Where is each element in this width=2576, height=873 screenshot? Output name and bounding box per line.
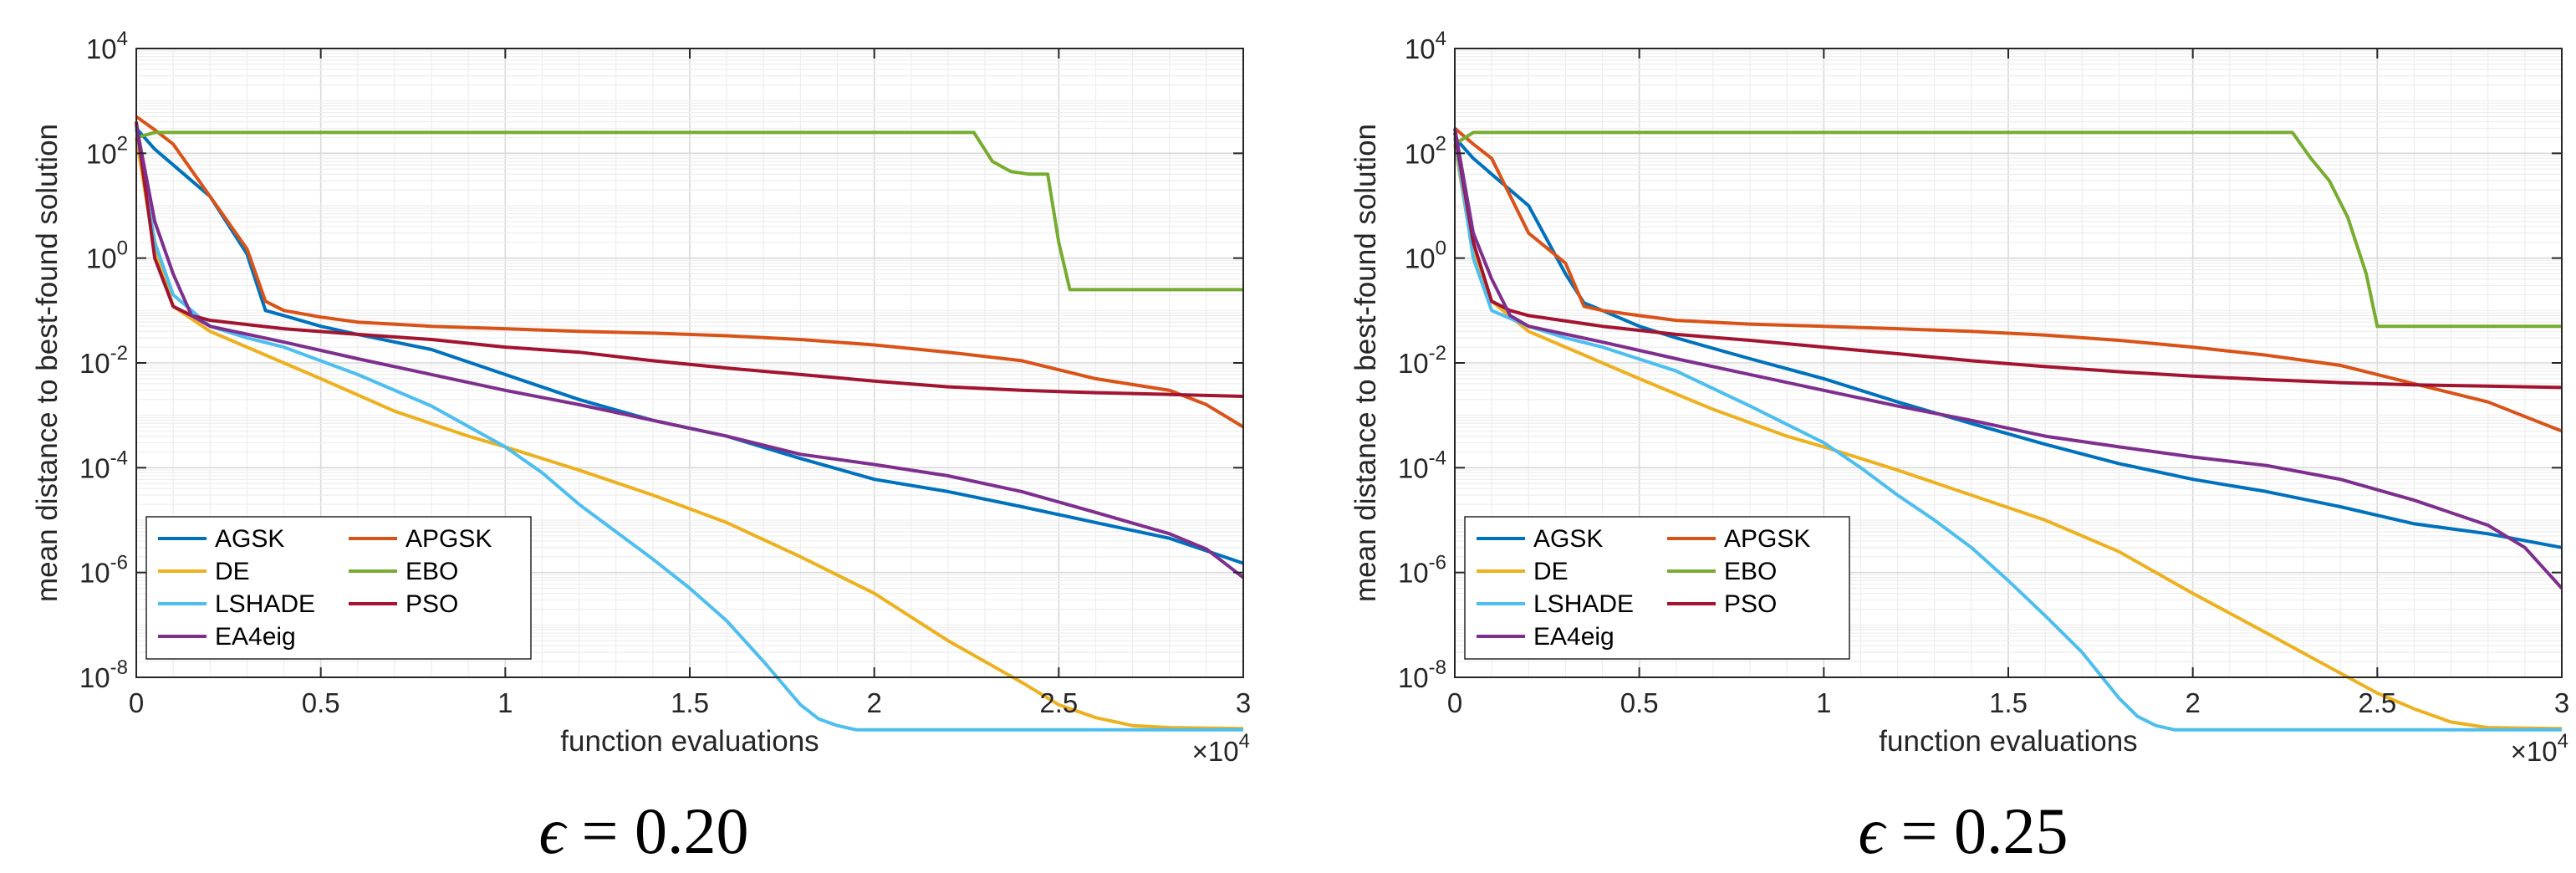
- y-tick-label: 100: [1405, 237, 1446, 274]
- y-tick-label: 10-6: [79, 552, 128, 589]
- series-group: [1453, 126, 2563, 732]
- x-tick-label: 0: [1447, 687, 1462, 718]
- series-line-de: [135, 137, 1244, 731]
- series-line-apgsk: [135, 115, 1245, 429]
- x-multiplier: ×104: [1192, 730, 1250, 767]
- x-tick-label: 1.5: [1989, 687, 2028, 718]
- x-axis-label: function evaluations: [1879, 725, 2137, 758]
- series-line-ebo: [1453, 130, 2562, 329]
- y-tick-label: 10-4: [1398, 447, 1446, 483]
- chart-panel-1: 0 0.5 1 1.5 2 2.5 3 10-8 10-6 10-4 10-2 100 102 104 ×1…: [31, 28, 1251, 867]
- panel-caption: ϵ = 0.25: [1859, 794, 2068, 867]
- legend-label-apgsk: APGSK: [406, 525, 492, 553]
- legend: AGSK APGSK DE EBO LSHADE PSO EA4eig: [1464, 516, 1850, 660]
- panel-caption: ϵ = 0.20: [539, 794, 749, 867]
- y-tick-label: 102: [1405, 132, 1446, 169]
- x-multiplier: ×104: [2511, 730, 2568, 767]
- chart-panel-2: 0 0.5 1 1.5 2 2.5 3 10-8 10-6 10-4 10-2 100 102 104 ×1…: [1349, 28, 2569, 867]
- x-axis-label: function evaluations: [560, 725, 819, 758]
- series-line-lshade: [135, 128, 1243, 732]
- y-tick-label: 100: [86, 237, 128, 274]
- legend-label-ebo: EBO: [406, 558, 458, 585]
- y-tick-label: 10-4: [79, 447, 128, 483]
- legend-label-de: DE: [215, 558, 250, 585]
- x-tick-label: 1.5: [671, 687, 709, 718]
- legend-label-apgsk: APGSK: [1724, 525, 1810, 553]
- legend-label-pso: PSO: [406, 590, 458, 618]
- x-tick-label: 1: [1816, 687, 1831, 718]
- x-tick-label: 2.5: [1039, 687, 1078, 718]
- legend-label-ea4eig: EA4eig: [1533, 623, 1614, 651]
- legend-label-pso: PSO: [1724, 590, 1777, 618]
- legend-label-agsk: AGSK: [1533, 525, 1603, 553]
- legend-label-lshade: LSHADE: [1533, 590, 1634, 618]
- x-tick-label: 3: [2554, 687, 2569, 718]
- series-line-ebo: [135, 130, 1243, 292]
- legend-label-ebo: EBO: [1724, 558, 1777, 585]
- legend: AGSK APGSK DE EBO LSHADE PSO EA4eig: [145, 516, 532, 660]
- series-group: [135, 115, 1245, 732]
- x-tick-label: 0: [129, 687, 144, 718]
- y-tick-label: 10-2: [1398, 342, 1446, 379]
- y-tick-label: 10-2: [79, 342, 128, 379]
- legend-label-de: DE: [1533, 558, 1569, 585]
- x-tick-label: 0.5: [302, 687, 340, 718]
- legend-label-ea4eig: EA4eig: [215, 623, 296, 651]
- legend-box: [145, 516, 532, 660]
- y-axis-label: mean distance to best-found solution: [31, 124, 64, 602]
- legend-box: [1464, 516, 1850, 660]
- y-axis-label: mean distance to best-found solution: [1349, 124, 1382, 602]
- x-tick-label: 1: [497, 687, 513, 718]
- x-tick-label: 2: [866, 687, 881, 718]
- y-tick-label: 10-6: [1398, 552, 1446, 589]
- legend-label-agsk: AGSK: [215, 525, 284, 553]
- y-tick-label: 10-8: [1398, 656, 1446, 693]
- series-line-pso: [1453, 132, 2563, 390]
- series-line-apgsk: [1453, 126, 2563, 433]
- x-tick-label: 3: [1236, 687, 1251, 718]
- series-line-lshade: [1453, 137, 2562, 732]
- series-line-agsk: [1453, 136, 2563, 549]
- y-tick-label: 104: [86, 28, 128, 64]
- y-tick-label: 10-8: [79, 656, 128, 693]
- series-line-ea4eig: [1453, 128, 2563, 590]
- y-tick-label: 102: [86, 132, 128, 169]
- x-tick-label: 0.5: [1620, 687, 1659, 718]
- series-line-ea4eig: [135, 124, 1245, 579]
- y-tick-label: 104: [1405, 28, 1446, 64]
- legend-label-lshade: LSHADE: [215, 590, 315, 618]
- x-tick-label: 2.5: [2358, 687, 2396, 718]
- x-tick-label: 2: [2185, 687, 2200, 718]
